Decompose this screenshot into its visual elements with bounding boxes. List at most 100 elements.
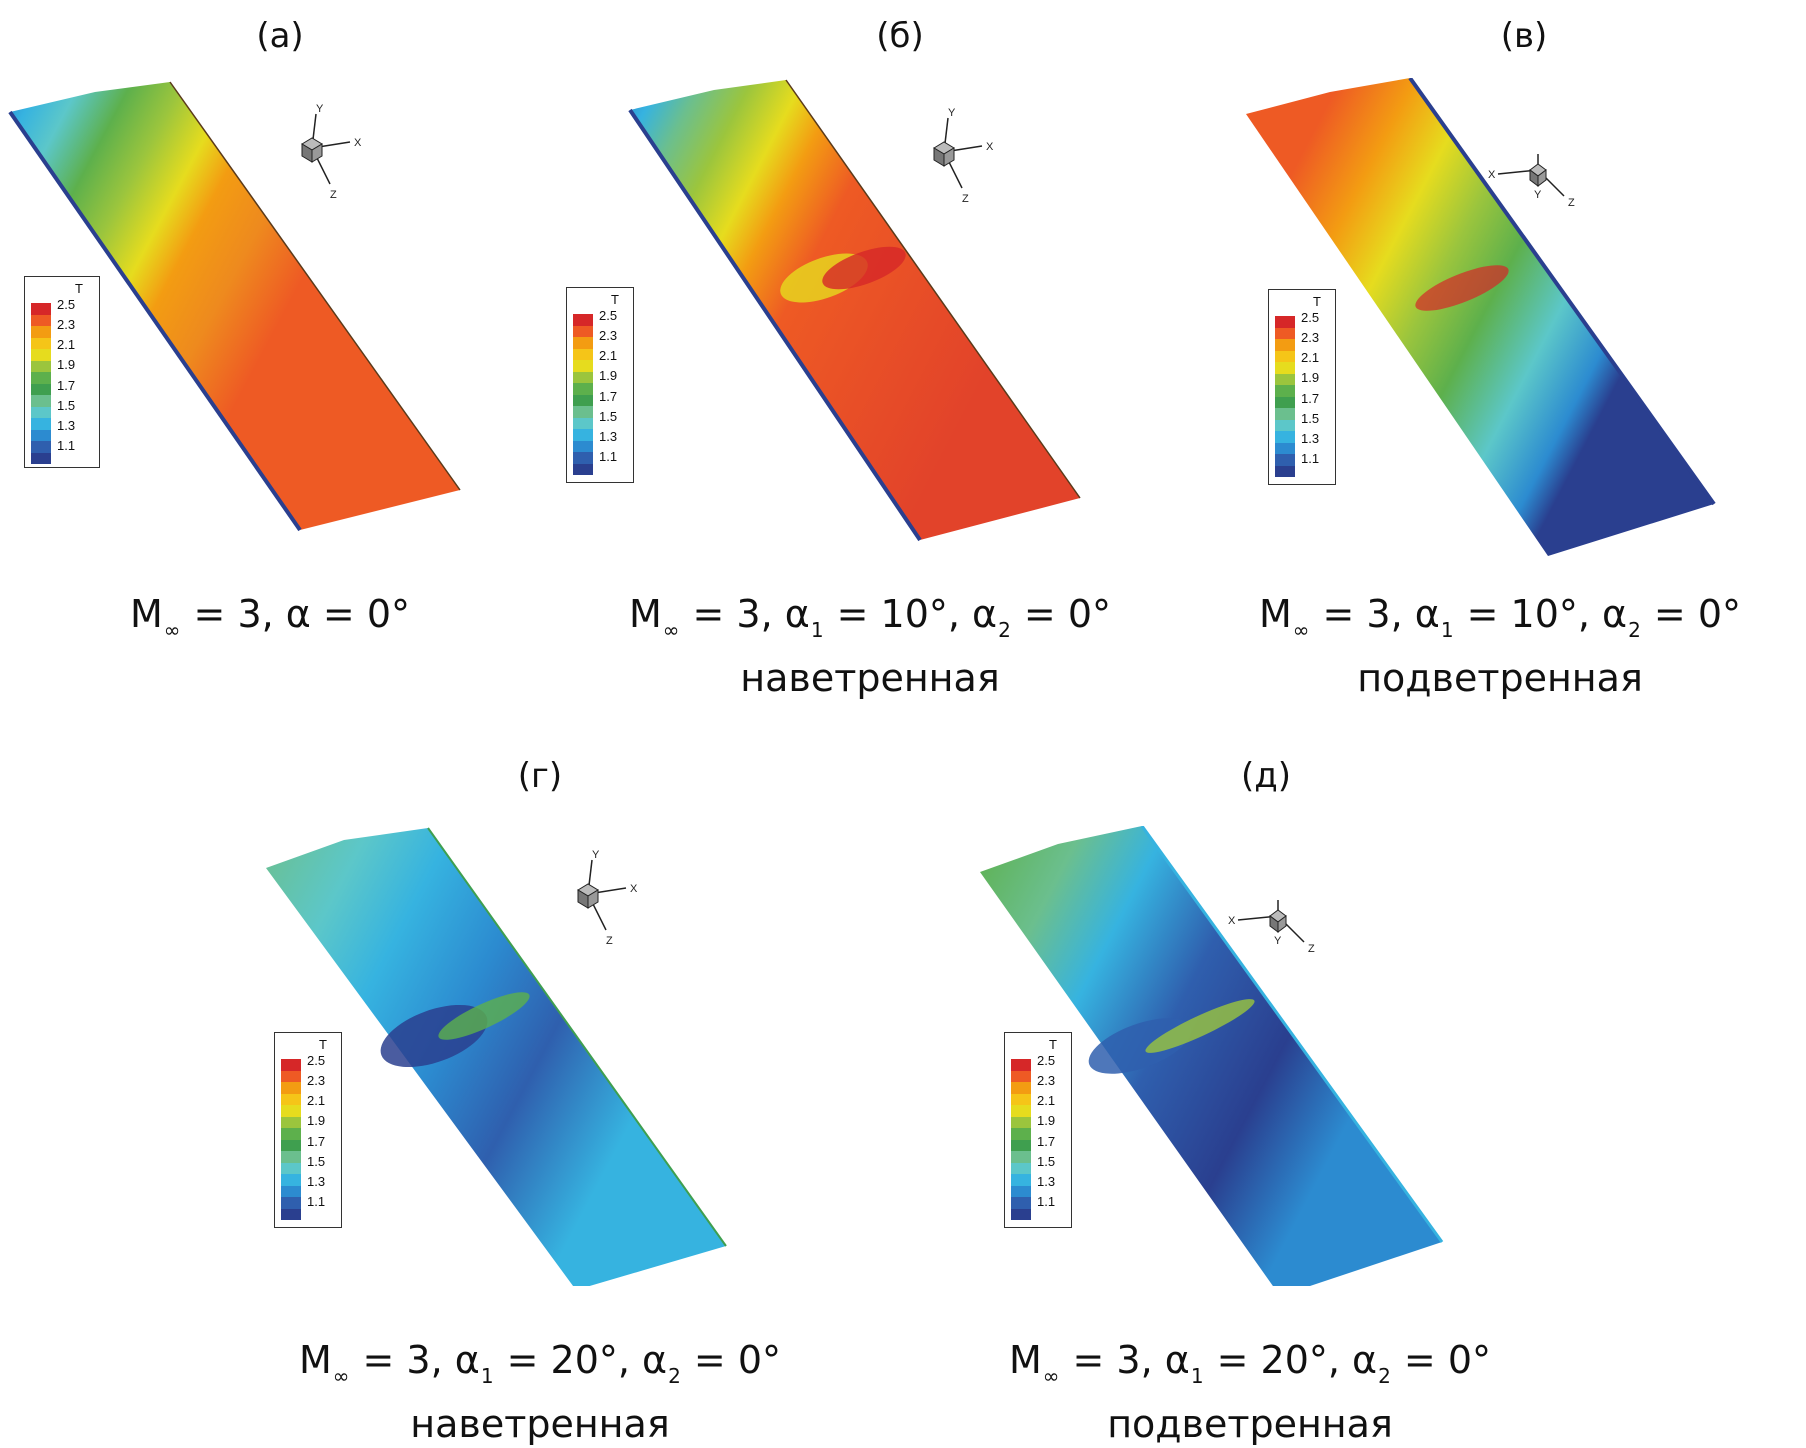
legend-title: T [319, 1037, 327, 1052]
axis-z-label: Z [962, 193, 969, 205]
contour-plot [1242, 78, 1762, 568]
legend-level-label: 2.3 [1301, 330, 1320, 346]
axis-z-label: Z [330, 189, 337, 201]
legend-swatch [281, 1116, 301, 1128]
legend-level-label: 2.1 [1301, 350, 1320, 366]
legend-swatch [1011, 1082, 1031, 1094]
legend-swatch [573, 325, 593, 337]
legend-level-label: 1.7 [599, 388, 618, 404]
legend-swatch [31, 326, 51, 338]
legend-swatch [31, 314, 51, 326]
legend-level-label: 1.7 [1301, 390, 1320, 406]
legend-swatch [1275, 362, 1295, 374]
legend-level-label: 1.1 [599, 448, 618, 464]
axis-y-label: Y [1274, 935, 1282, 947]
legend-swatch [1011, 1197, 1031, 1209]
panel-caption: M∞ = 3, α1 = 10°, α2 = 0° подветренная [1240, 590, 1760, 702]
legend-swatch [281, 1151, 301, 1163]
legend-swatch [1275, 339, 1295, 351]
legend-swatch [1011, 1162, 1031, 1174]
legend-level-label: 1.3 [307, 1173, 326, 1189]
legend-swatch [573, 463, 593, 475]
contour-plot [624, 78, 1144, 558]
color-legend: T 2.5 2.3 2.1 1.9 1.7 1.5 1.3 1.1 [1268, 289, 1336, 485]
legend-level-label: 2.5 [599, 308, 618, 323]
legend-level-label: 2.5 [1037, 1053, 1056, 1068]
legend-swatch [31, 383, 51, 395]
wing-surface [266, 828, 726, 1286]
axis-y-label: Y [948, 108, 956, 119]
legend-swatch [1275, 396, 1295, 408]
axis-y-label: Y [592, 850, 600, 861]
caption-side: подветренная [1357, 656, 1643, 700]
legend-level-label: 1.7 [307, 1133, 326, 1149]
axis-x-label: X [1488, 169, 1496, 181]
legend-swatch [31, 452, 51, 464]
panel-caption: M∞ = 3, α1 = 20°, α2 = 0° наветренная [280, 1336, 800, 1448]
legend-swatch [1275, 465, 1295, 477]
legend-swatch [1275, 350, 1295, 362]
axis-x-label: X [630, 883, 638, 895]
legend-level-label: 2.1 [307, 1093, 326, 1109]
axis-x-label: X [1228, 915, 1236, 927]
contour-plot [980, 826, 1480, 1286]
axis-z-label: Z [1308, 943, 1315, 955]
legend-level-label: 1.7 [57, 377, 76, 393]
legend-swatch [281, 1197, 301, 1209]
legend-swatch [1011, 1208, 1031, 1220]
panel-a: (а) T 2 [0, 0, 560, 642]
legend-swatch [1011, 1059, 1031, 1071]
legend-level-label: 2.3 [307, 1073, 326, 1089]
legend-level-label: 1.5 [599, 408, 618, 424]
panel-c: (в) T 2.5 2.3 2.1 1.9 [1180, 0, 1806, 700]
legend-title: T [1313, 294, 1321, 309]
wing-surface [980, 826, 1442, 1286]
legend-swatch [31, 429, 51, 441]
axis-x-label: X [986, 141, 994, 153]
axis-triad: Y X Z [301, 104, 362, 201]
legend-swatch [573, 440, 593, 452]
legend-level-label: 1.3 [1037, 1173, 1056, 1189]
legend-title: T [75, 281, 83, 296]
legend-swatch [1011, 1139, 1031, 1151]
legend-swatch [281, 1082, 301, 1094]
legend-swatch [1275, 454, 1295, 466]
legend-level-label: 2.1 [57, 337, 76, 353]
legend-swatch [281, 1059, 301, 1071]
legend-level-label: 1.5 [1037, 1153, 1056, 1169]
legend-swatch [573, 371, 593, 383]
axis-triad: X Y Z [1488, 154, 1575, 209]
axis-x-label: X [354, 137, 362, 149]
wing-surface [1246, 78, 1714, 556]
axis-z-label: Z [606, 935, 613, 947]
panel-label: (д) [1240, 756, 1292, 796]
legend-swatch [573, 406, 593, 418]
caption-side: наветренная [410, 1402, 670, 1446]
legend-swatch [573, 383, 593, 395]
legend-swatch [31, 406, 51, 418]
legend-swatch [281, 1105, 301, 1117]
legend-level-label: 2.5 [57, 297, 76, 312]
legend-level-label: 2.3 [1037, 1073, 1056, 1089]
panel-caption: M∞ = 3, α1 = 20°, α2 = 0° подветренная [990, 1336, 1510, 1448]
legend-swatch [1011, 1093, 1031, 1105]
legend-swatch [31, 337, 51, 349]
legend-swatch [281, 1093, 301, 1105]
wing-surface [10, 82, 460, 530]
panel-d: (г) T 2.5 2.3 2.1 1.9 1.7 1.5 1.3 1.1 [250, 740, 850, 1448]
legend-swatch [1011, 1151, 1031, 1163]
caption-side: наветренная [740, 656, 1000, 700]
legend-level-label: 1.1 [1301, 450, 1320, 466]
legend-swatch [573, 360, 593, 372]
legend-level-label: 1.9 [1301, 370, 1320, 386]
legend-swatch [1011, 1128, 1031, 1140]
legend-level-label: 1.9 [307, 1113, 326, 1129]
legend-swatch [1275, 385, 1295, 397]
legend-level-label: 1.7 [1037, 1133, 1056, 1149]
color-legend: T 2.5 2.3 2.1 1.9 1.7 1.5 1.3 1.1 [24, 276, 100, 468]
legend-swatch [573, 348, 593, 360]
legend-swatch [573, 429, 593, 441]
legend-swatch [1011, 1105, 1031, 1117]
panel-e: (д) T 2.5 2.3 2.1 1.9 1.7 1.5 1.3 1.1 [960, 740, 1580, 1448]
legend-swatch [1275, 419, 1295, 431]
